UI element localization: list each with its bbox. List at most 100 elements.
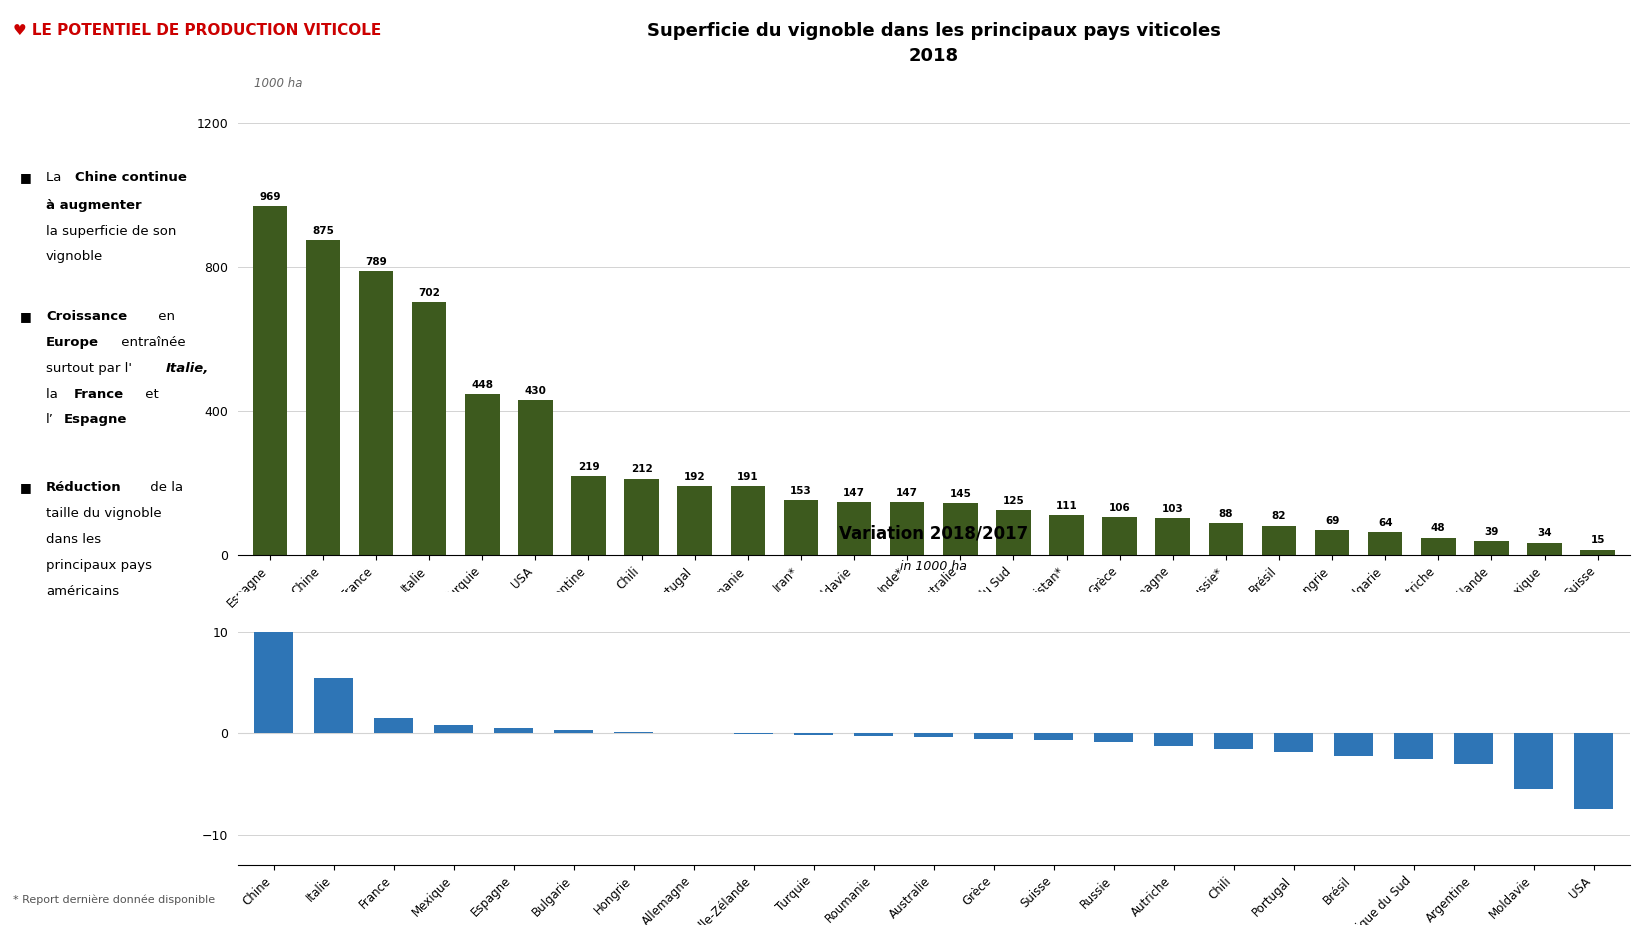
Text: dans les: dans les [46, 533, 102, 546]
Text: 2018: 2018 [909, 46, 958, 65]
Text: ■: ■ [20, 310, 31, 323]
Bar [494, 729, 533, 734]
Bar [1421, 537, 1456, 555]
Text: 69: 69 [1324, 516, 1339, 525]
Text: Superficie du vignoble dans les principaux pays viticoles: Superficie du vignoble dans les principa… [647, 22, 1221, 40]
Text: taille du vignoble: taille du vignoble [46, 507, 161, 520]
Text: la: la [46, 388, 62, 401]
Bar [1154, 734, 1193, 746]
Bar [624, 479, 660, 555]
Text: 430: 430 [525, 386, 546, 396]
Bar [464, 394, 499, 555]
Bar [1273, 734, 1313, 752]
Bar [1334, 734, 1374, 756]
Bar [1454, 734, 1493, 764]
Bar [889, 502, 924, 555]
Bar [254, 633, 294, 734]
Text: 702: 702 [418, 289, 440, 298]
Bar [1314, 530, 1349, 555]
Text: 219: 219 [578, 462, 599, 472]
Bar [1049, 515, 1083, 555]
Text: ♥ LE POTENTIEL DE PRODUCTION VITICOLE: ♥ LE POTENTIEL DE PRODUCTION VITICOLE [13, 23, 381, 38]
Bar [1515, 734, 1552, 789]
Text: Variation 2018/2017: Variation 2018/2017 [839, 524, 1029, 543]
Bar [678, 486, 712, 555]
Text: 15: 15 [1590, 536, 1605, 546]
Text: américains: américains [46, 585, 120, 598]
Text: La: La [46, 171, 66, 184]
Bar [571, 476, 606, 555]
Bar [914, 734, 953, 736]
Bar [784, 500, 819, 555]
Text: en: en [154, 310, 176, 323]
Bar [359, 271, 394, 555]
Bar [837, 502, 871, 555]
Bar [305, 240, 340, 555]
Text: 153: 153 [789, 486, 812, 496]
Text: 106: 106 [1109, 502, 1131, 512]
Text: 82: 82 [1272, 512, 1287, 521]
Bar [1574, 734, 1613, 809]
Text: Europe: Europe [46, 336, 98, 349]
Bar [1262, 525, 1296, 555]
Text: Réduction: Réduction [46, 481, 121, 494]
Text: 111: 111 [1055, 500, 1078, 511]
Text: 191: 191 [737, 472, 758, 482]
Text: 192: 192 [684, 472, 706, 482]
Bar [253, 206, 287, 555]
Text: principaux pays: principaux pays [46, 559, 153, 572]
Text: 88: 88 [1219, 509, 1232, 519]
Bar [1474, 541, 1508, 555]
Bar [1103, 517, 1137, 555]
Bar [996, 510, 1031, 555]
Text: 48: 48 [1431, 524, 1446, 534]
Text: 448: 448 [471, 379, 494, 389]
Bar [1034, 734, 1073, 740]
Text: entraînée: entraînée [117, 336, 185, 349]
Text: 789: 789 [366, 257, 387, 266]
Bar [1528, 543, 1562, 555]
Text: Croissance: Croissance [46, 310, 126, 323]
Bar [1208, 524, 1244, 555]
Text: 212: 212 [630, 464, 653, 475]
Bar [1095, 734, 1134, 742]
Text: la superficie de son: la superficie de son [46, 225, 176, 238]
Text: 125: 125 [1003, 496, 1024, 506]
Bar [730, 487, 765, 555]
Bar [315, 678, 353, 734]
Bar [944, 503, 978, 555]
Text: Italie,: Italie, [166, 362, 208, 375]
Text: de la: de la [146, 481, 184, 494]
Bar [1155, 518, 1190, 555]
Text: 147: 147 [896, 487, 919, 498]
Bar [412, 302, 446, 555]
Text: vignoble: vignoble [46, 250, 103, 263]
Bar [1214, 734, 1254, 748]
Bar [1580, 549, 1615, 555]
Text: ■: ■ [20, 481, 31, 494]
Text: in 1000 ha: in 1000 ha [901, 560, 967, 573]
Text: 969: 969 [259, 192, 281, 202]
Bar [975, 734, 1012, 738]
Text: 1000 ha: 1000 ha [254, 77, 302, 90]
Text: surtout par l': surtout par l' [46, 362, 131, 375]
Bar [1395, 734, 1433, 758]
Bar [555, 731, 594, 734]
Text: France: France [74, 388, 125, 401]
Bar [374, 719, 414, 734]
Text: ■: ■ [20, 171, 31, 184]
Text: Chine continue: Chine continue [75, 171, 187, 184]
Text: * Report dernière donnée disponible: * Report dernière donnée disponible [13, 894, 215, 905]
Bar [1369, 532, 1403, 555]
Bar [614, 732, 653, 734]
Text: 147: 147 [843, 487, 865, 498]
Text: Espagne: Espagne [64, 413, 128, 426]
Text: à augmenter: à augmenter [46, 199, 141, 212]
Text: 39: 39 [1483, 526, 1498, 536]
Text: l’: l’ [46, 413, 54, 426]
Text: 64: 64 [1378, 518, 1393, 527]
Text: 34: 34 [1538, 528, 1552, 538]
Bar [519, 401, 553, 555]
Text: 145: 145 [950, 488, 971, 499]
Bar [855, 734, 893, 735]
